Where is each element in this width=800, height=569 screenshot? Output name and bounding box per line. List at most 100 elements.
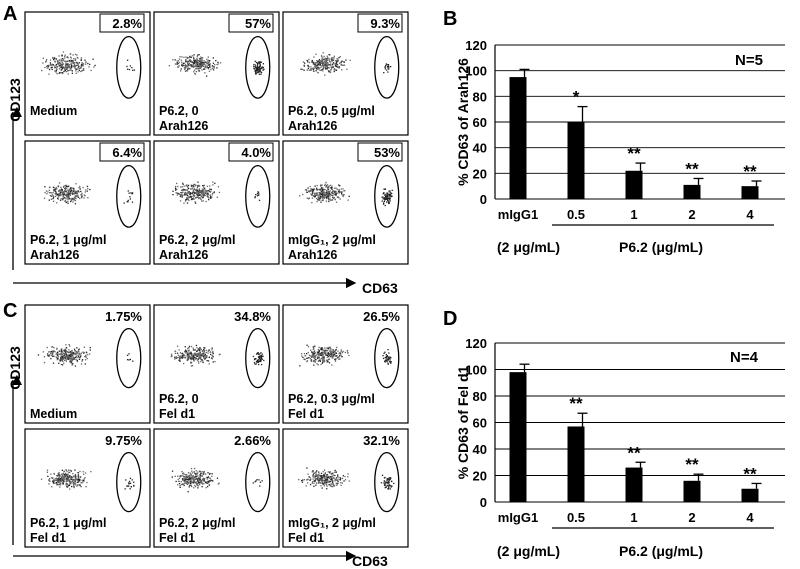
bar	[741, 488, 759, 502]
flow-plot-frame	[282, 428, 409, 548]
cell-dots	[172, 181, 261, 204]
antigen-label: Fel d1	[30, 531, 66, 545]
bar	[741, 186, 759, 199]
antigen-label: Arah126	[159, 248, 208, 262]
y-tick-label: 0	[480, 192, 487, 207]
bar	[625, 467, 643, 502]
significance-mark: **	[685, 159, 699, 178]
gate-ellipse	[374, 164, 400, 228]
y-tick-label: 60	[473, 115, 487, 130]
gate-ellipse	[116, 327, 142, 389]
gate-percent: 1.75%	[105, 309, 142, 324]
significance-mark: **	[685, 455, 699, 474]
gate-percent: 2.66%	[234, 433, 271, 448]
x-tick-label: 2	[688, 207, 695, 222]
condition-label: P6.2, 1 μg/ml	[30, 233, 106, 247]
bar	[625, 170, 643, 199]
y-tick-label: 20	[473, 469, 487, 484]
gate-ellipse	[245, 35, 271, 99]
percent-box	[228, 13, 274, 33]
gate-ellipse	[245, 327, 271, 389]
significance-mark: *	[573, 88, 580, 107]
flow-plot: 2.8% Medium	[24, 11, 151, 136]
condition-label: P6.2, 2 μg/ml	[159, 516, 235, 530]
gate-ellipse	[116, 35, 142, 99]
condition-label: P6.2, 0.3 μg/ml	[288, 392, 375, 406]
antigen-label: Fel d1	[159, 407, 195, 421]
gate-ellipse	[374, 35, 400, 99]
y-axis-label-a: CD123	[7, 78, 23, 122]
significance-mark: **	[743, 464, 757, 483]
cell-dots	[41, 51, 136, 75]
gate-percent: 32.1%	[363, 433, 400, 448]
antigen-label: Arah126	[288, 248, 337, 262]
y-tick-label: 40	[473, 141, 487, 156]
percent-box	[99, 142, 145, 162]
x-tick-label: 1	[630, 207, 637, 222]
x-tick-label: 1	[630, 510, 637, 525]
gate-ellipse	[245, 164, 271, 228]
bar	[509, 372, 527, 502]
cell-dots	[168, 54, 265, 77]
group-label-left-d: (2 μg/mL)	[497, 543, 560, 559]
y-tick-label: 120	[465, 38, 487, 53]
y-tick-label: 80	[473, 389, 487, 404]
condition-label: P6.2, 1 μg/ml	[30, 516, 106, 530]
y-axis-label: % CD63 of Arah126	[455, 58, 471, 186]
cell-dots	[171, 467, 263, 493]
percent-box	[99, 13, 145, 33]
flow-plot: 1.75% Medium	[24, 304, 151, 424]
antigen-label: Fel d1	[288, 531, 324, 545]
cell-dots	[298, 467, 395, 490]
cell-dots	[170, 344, 265, 367]
bar	[683, 184, 701, 199]
x-tick-label: 4	[746, 510, 754, 525]
bar	[683, 480, 701, 502]
x-tick-label: 2	[688, 510, 695, 525]
significance-mark: **	[627, 443, 641, 462]
antigen-label: Arah126	[288, 119, 337, 133]
antigen-label: Fel d1	[159, 531, 195, 545]
percent-box	[357, 13, 403, 33]
y-tick-label: 20	[473, 166, 487, 181]
gate-percent: 34.8%	[234, 309, 271, 324]
gate-ellipse	[374, 327, 400, 389]
gate-percent: 26.5%	[363, 309, 400, 324]
cell-dots	[299, 181, 393, 207]
flow-plot-frame	[24, 304, 151, 424]
panel-label-c: C	[3, 300, 17, 322]
panel-label-d: D	[443, 308, 457, 330]
antigen-label: Medium	[30, 407, 77, 421]
gate-percent: 9.3%	[370, 16, 400, 31]
y-tick-label: 120	[465, 336, 487, 351]
cell-dots	[299, 344, 392, 367]
bar-chart-d: D N=4 (2 μg/mL) P6.2 (μg/mL) 02040608010…	[443, 308, 785, 559]
cell-dots	[40, 469, 135, 490]
condition-label: P6.2, 0	[159, 104, 199, 118]
condition-label: P6.2, 2 μg/ml	[159, 233, 235, 247]
cell-dots	[37, 344, 134, 367]
gate-percent: 4.0%	[241, 145, 271, 160]
x-tick-label: mIgG1	[498, 207, 538, 222]
bar	[509, 77, 527, 199]
gate-percent: 9.75%	[105, 433, 142, 448]
percent-box	[228, 142, 274, 162]
gate-ellipse	[116, 451, 142, 513]
significance-mark: **	[627, 144, 641, 163]
panel-label-b: B	[443, 8, 457, 30]
y-tick-label: 100	[465, 363, 487, 378]
significance-mark: **	[569, 394, 583, 413]
bar-chart-b: B N=5 (2 μg/mL) P6.2 (μg/mL) 02040608010…	[443, 8, 785, 255]
condition-label: P6.2, 0.5 μg/ml	[288, 104, 375, 118]
antigen-label: Arah126	[30, 248, 79, 262]
gate-percent: 57%	[245, 16, 271, 31]
